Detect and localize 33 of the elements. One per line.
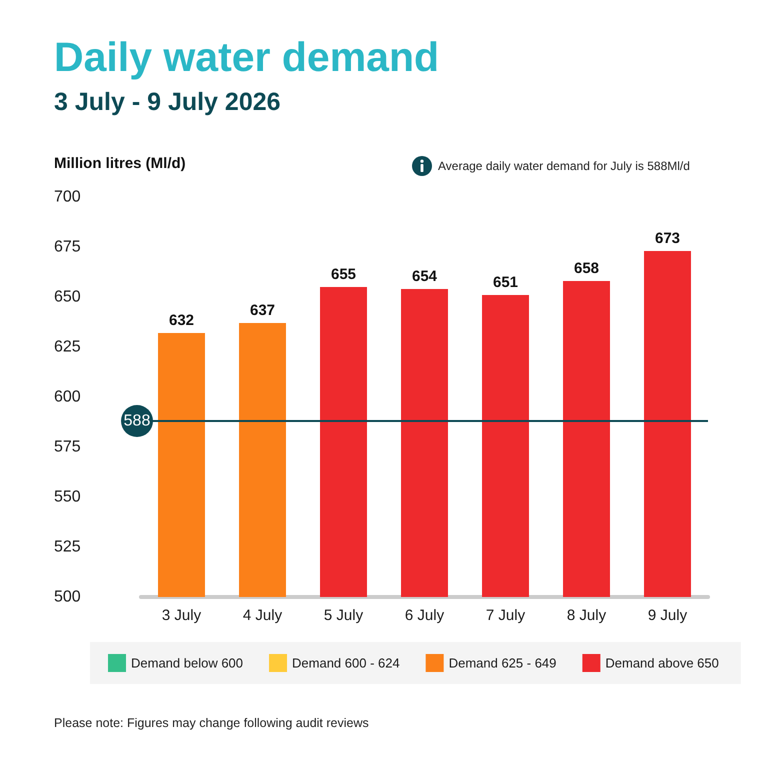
y-tick-label: 500 [54,588,81,606]
data-label: 658 [574,260,600,277]
text: Average daily water demand for July is 588Ml/d [438,159,690,173]
y-tick-label: 625 [54,338,81,356]
data-label: 632 [168,312,194,329]
y-tick-label: 600 [54,388,81,406]
data-label: 673 [654,230,680,247]
y-tick-label: 575 [54,438,81,456]
data-label: 654 [412,268,438,285]
ref-line-label: 588 [124,412,150,430]
legend-label: Demand below 600 [131,656,244,670]
legend-label: Demand above 650 [605,656,719,670]
x-tick-label: 4 July [242,607,283,624]
x-tick-label: 5 July [324,607,364,624]
x-tick-label: 8 July [566,607,607,624]
y-axis-title: Million litres (Ml/d) [54,155,186,172]
legend-label: Demand 625 - 649 [448,656,556,670]
data-label: 637 [250,302,276,319]
x-tick-label: 9 July [648,607,688,624]
x-tick-label: 7 July [486,607,526,624]
chart-title: Daily water demand [54,34,440,81]
y-tick-label: 525 [54,538,81,556]
legend-label: Demand 600 - 624 [292,656,400,670]
chart-subtitle: 3 July - 9 July 2026 [54,88,281,117]
data-label: 651 [492,274,518,291]
x-tick-label: 3 July [162,607,202,624]
y-tick-label: 550 [54,488,81,506]
y-tick-label: 650 [54,288,81,306]
y-tick-label: 675 [54,238,81,256]
y-tick-label: 700 [54,188,81,206]
x-tick-label: 6 July [404,607,445,624]
text: Please note: Figures may change following audit reviews [54,716,369,730]
data-label: 655 [330,266,356,283]
